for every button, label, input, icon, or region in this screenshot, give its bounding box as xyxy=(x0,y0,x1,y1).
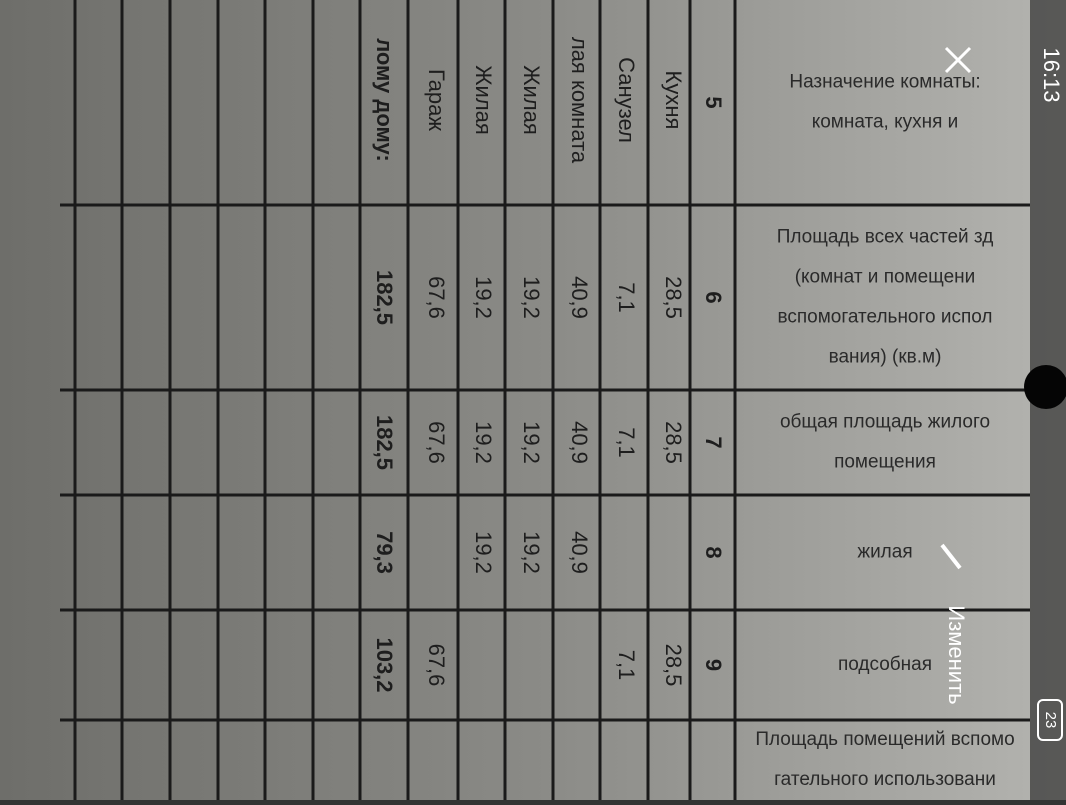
area-value: 40,9 xyxy=(567,276,592,319)
area-value: 28,5 xyxy=(661,421,686,464)
area-value: 19,2 xyxy=(519,421,544,464)
area-value: 19,2 xyxy=(519,276,544,319)
close-button[interactable] xyxy=(944,46,972,74)
header-text: Площадь всех частей зд xyxy=(777,227,994,248)
row-name: Кухня xyxy=(661,71,686,130)
area-value: 67,6 xyxy=(424,644,449,687)
row-name: Жилая xyxy=(471,65,496,135)
battery-level: 23 xyxy=(1042,712,1059,729)
header-text: вспомогательного испол xyxy=(778,307,993,328)
header-text: комната, кухня и xyxy=(812,112,959,133)
area-value: 7,1 xyxy=(614,427,639,458)
header-text: помещения xyxy=(834,452,936,473)
camera-cutout xyxy=(1024,365,1066,409)
edit-icon[interactable] xyxy=(940,543,962,570)
area-value: 19,2 xyxy=(471,421,496,464)
header-text: гательного использовани xyxy=(774,769,996,790)
area-value: 67,6 xyxy=(424,421,449,464)
area-value: 79,3 xyxy=(372,531,397,574)
area-value: 7,1 xyxy=(614,650,639,681)
header-text: Назначение комнаты: xyxy=(789,72,980,93)
table: Назначение комнаты: комната, кухня и Площа… xyxy=(372,37,1014,790)
column-number: 8 xyxy=(701,546,726,558)
area-value: 28,5 xyxy=(661,644,686,687)
area-value: 103,2 xyxy=(372,637,397,692)
header-text: общая площадь жилого xyxy=(780,412,990,433)
area-value: 40,9 xyxy=(567,421,592,464)
battery-icon xyxy=(1037,699,1063,741)
header-text: вания) (кв.м) xyxy=(829,347,942,368)
area-value: 19,2 xyxy=(519,531,544,574)
area-value: 28,5 xyxy=(661,276,686,319)
column-number: 9 xyxy=(701,659,726,671)
area-value: 19,2 xyxy=(471,276,496,319)
area-value: 7,1 xyxy=(614,282,639,313)
row-name: Гараж xyxy=(424,69,449,131)
column-number: 5 xyxy=(701,96,726,108)
area-value: 67,6 xyxy=(424,276,449,319)
row-name: лому дому: xyxy=(372,38,397,162)
area-value: 40,9 xyxy=(567,531,592,574)
header-text: подсобная xyxy=(838,654,932,675)
header-text: жилая xyxy=(857,542,912,563)
row-name: лая комната xyxy=(567,37,592,164)
clock: 16:13 xyxy=(1039,47,1064,102)
header-text: (комнат и помещени xyxy=(795,267,976,288)
header-text: Площадь помещений вспомо xyxy=(755,729,1014,750)
table-grid xyxy=(60,0,1030,800)
column-number: 6 xyxy=(701,291,726,303)
area-value: 182,5 xyxy=(372,270,397,325)
column-number: 7 xyxy=(701,436,726,448)
area-value: 19,2 xyxy=(471,531,496,574)
edit-button[interactable]: Изменить xyxy=(944,605,969,704)
area-value: 182,5 xyxy=(372,415,397,470)
row-name: Санузел xyxy=(614,57,639,143)
row-name: Жилая xyxy=(519,65,544,135)
